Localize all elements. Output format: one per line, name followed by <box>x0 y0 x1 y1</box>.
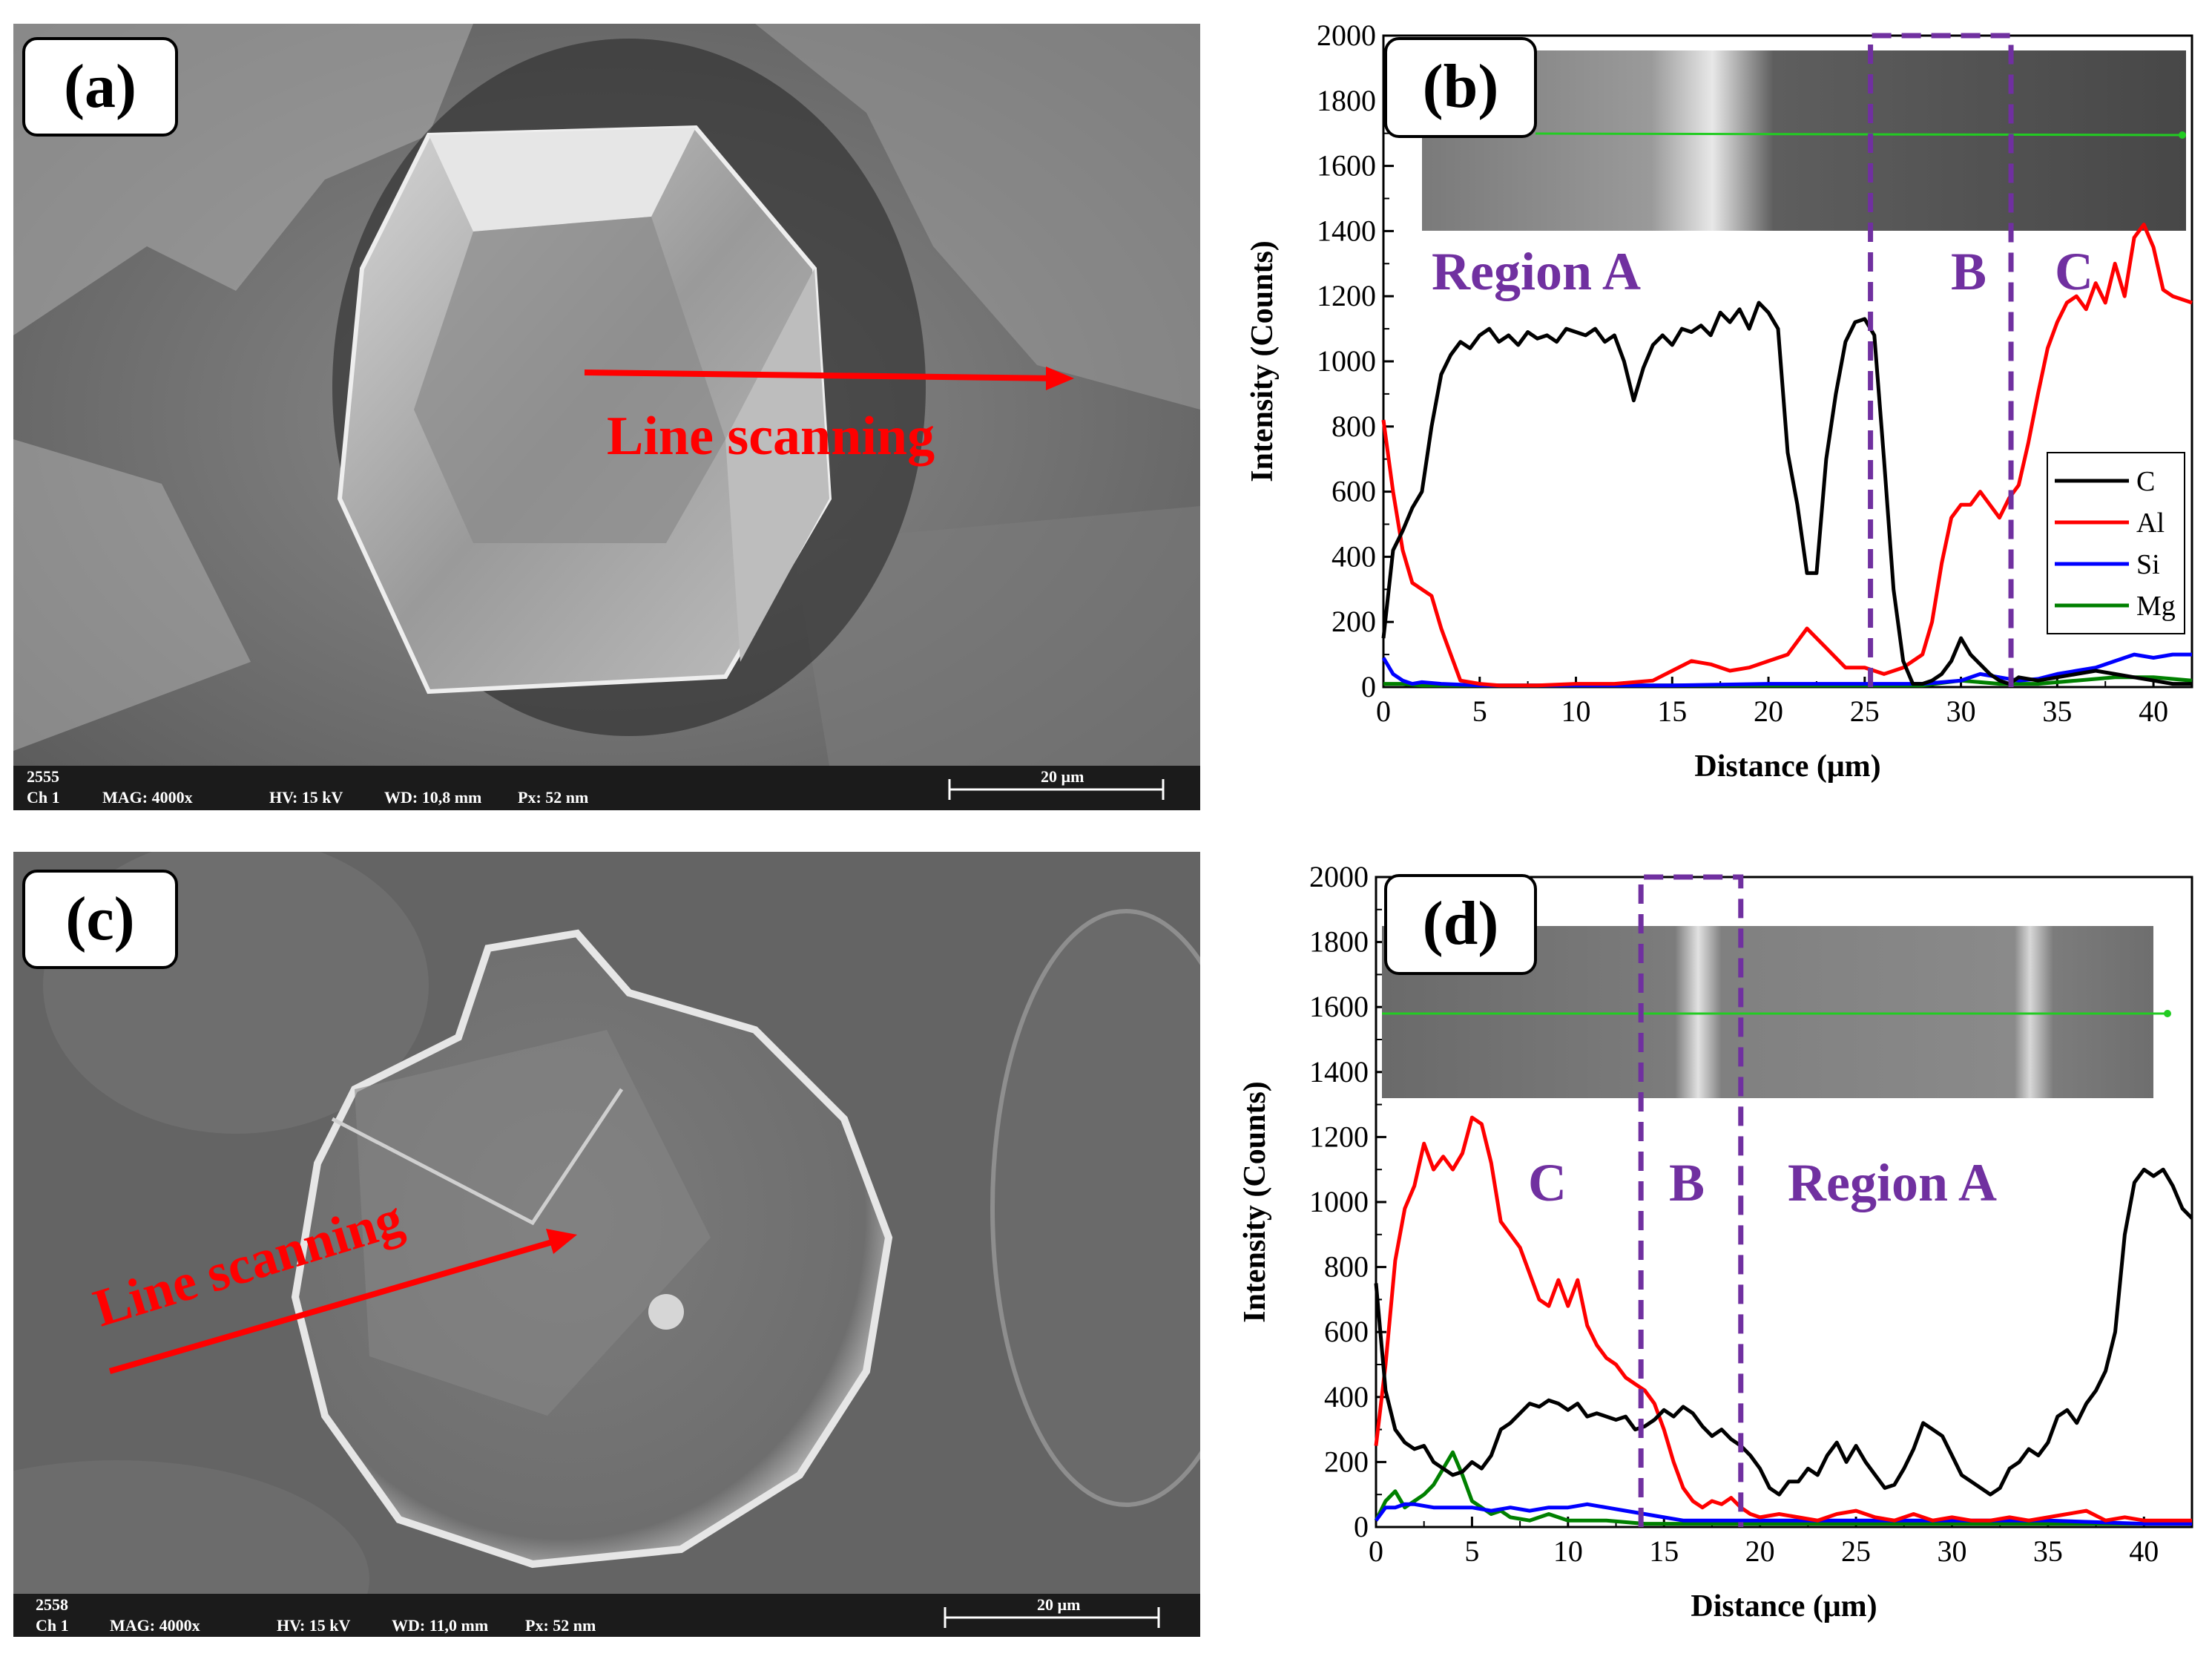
y-tick-label: 200 <box>1332 605 1376 638</box>
scale-bar <box>944 1607 1160 1628</box>
y-tick-label: 1200 <box>1309 1120 1369 1153</box>
series-line-si <box>1381 652 2192 688</box>
region-b-label: B <box>1951 242 1986 301</box>
y-tick-label: 1600 <box>1309 990 1369 1023</box>
y-tick-label: 200 <box>1324 1445 1369 1478</box>
series-line-c <box>1374 1167 2193 1497</box>
panel-label-c: (c) <box>65 884 134 953</box>
panel-b-linescan-chart: 0 5 10 15 20 25 30 35 40020040060080010001200140… <box>1245 19 2193 784</box>
series-line-mg <box>1374 1450 2192 1526</box>
region-labels: Region A B C <box>1432 242 2093 301</box>
x-tick-label: 30 <box>1937 1534 1966 1568</box>
y-tick-label: 1400 <box>1317 214 1376 247</box>
x-tick-label: 25 <box>1841 1534 1871 1568</box>
x-tick-label: 5 <box>1472 695 1487 728</box>
line-scanning-annotation: Line scanning <box>607 406 935 467</box>
panel-d-linescan-chart: 0 5 10 15 20 25 30 35 40020040060080010001200140… <box>1238 860 2193 1623</box>
region-c-label: C <box>1528 1153 1567 1212</box>
sem-channel: Ch 1 <box>27 788 60 807</box>
y-tick-label: 1800 <box>1309 925 1369 959</box>
x-tick-label: 15 <box>1657 695 1687 728</box>
region-a-label: Region A <box>1788 1153 1997 1212</box>
region-b-boundary <box>1868 33 2014 687</box>
panel-c-sem-image: Line scanning 2558 Ch 1 MAG: 4000x HV: 1… <box>13 852 1200 1637</box>
legend-box <box>2047 452 2185 634</box>
x-axis-title: Distance (μm) <box>1691 1589 1877 1623</box>
sem-working-distance: WD: 10,8 mm <box>384 788 481 807</box>
y-axis-title: Intensity (Counts) <box>1245 240 1280 482</box>
scale-bar <box>948 779 1165 800</box>
linescan-inset-image <box>1422 50 2186 231</box>
x-tick-label: 10 <box>1561 695 1591 728</box>
x-tick-label: 10 <box>1553 1534 1583 1568</box>
sem-working-distance: WD: 11,0 mm <box>392 1616 488 1635</box>
y-tick-label: 800 <box>1332 410 1376 443</box>
sem-magnification: MAG: 4000x <box>110 1616 200 1635</box>
sem-scale-label: 20 µm <box>1041 767 1084 786</box>
sem-voltage: HV: 15 kV <box>269 788 343 807</box>
y-tick-label: 800 <box>1324 1250 1369 1284</box>
sem-pixel-size: Px: 52 nm <box>525 1616 596 1635</box>
y-tick-label: 0 <box>1361 670 1376 703</box>
series-line-c <box>1381 301 2192 686</box>
y-axis-title: Intensity (Counts) <box>1238 1081 1272 1323</box>
sem-magnification: MAG: 4000x <box>102 788 193 807</box>
panel-label-d: (d) <box>1423 889 1499 958</box>
region-labels: C B Region A <box>1528 1153 1997 1212</box>
y-tick-label: 1000 <box>1317 344 1376 378</box>
panel-label-b: (b) <box>1423 52 1499 121</box>
y-tick-label: 1400 <box>1309 1055 1369 1089</box>
y-tick-label: 400 <box>1324 1380 1369 1413</box>
y-tick-label: 2000 <box>1309 860 1369 893</box>
panel-a-sem-image: Line scanning 2555 Ch 1 MAG: 4000x HV: 1… <box>13 24 1200 810</box>
sem-image-id: 2558 <box>36 1595 68 1614</box>
series-line-al <box>1374 1115 2192 1523</box>
legend: C Al Si Mg <box>2047 452 2185 634</box>
x-axis-title: Distance (μm) <box>1694 749 1880 784</box>
sem-voltage: HV: 15 kV <box>277 1616 351 1635</box>
x-tick-label: 5 <box>1464 1534 1479 1568</box>
series-line-al <box>1381 223 2193 688</box>
y-tick-label: 2000 <box>1317 19 1376 52</box>
x-tick-label: 25 <box>1850 695 1880 728</box>
x-tick-label: 20 <box>1745 1534 1775 1568</box>
sem-channel: Ch 1 <box>36 1616 69 1635</box>
y-tick-label: 1800 <box>1317 84 1376 117</box>
legend-label-si: Si <box>2136 549 2160 580</box>
y-tick-label: 600 <box>1324 1315 1369 1348</box>
x-tick-label: 15 <box>1649 1534 1679 1568</box>
x-tick-label: 0 <box>1369 1534 1383 1568</box>
sem-scale-label: 20 µm <box>1037 1595 1081 1614</box>
panel-label-a: (a) <box>64 52 136 121</box>
x-tick-label: 0 <box>1376 695 1391 728</box>
x-tick-label: 20 <box>1754 695 1783 728</box>
x-tick-label: 40 <box>2139 695 2168 728</box>
region-a-label: Region A <box>1432 242 1641 301</box>
x-tick-label: 40 <box>2129 1534 2159 1568</box>
x-tick-label: 30 <box>1946 695 1976 728</box>
x-tick-label: 35 <box>2033 1534 2063 1568</box>
sem-pixel-size: Px: 52 nm <box>518 788 588 807</box>
legend-label-al: Al <box>2136 508 2165 539</box>
y-tick-label: 1000 <box>1309 1185 1369 1218</box>
y-tick-label: 1600 <box>1317 149 1376 183</box>
legend-label-c: C <box>2136 466 2155 497</box>
legend-label-mg: Mg <box>2136 591 2176 622</box>
y-tick-label: 1200 <box>1317 279 1376 312</box>
region-b-boundary <box>1638 874 1744 1527</box>
region-c-label: C <box>2055 242 2093 301</box>
y-tick-label: 600 <box>1332 475 1376 508</box>
sem-image-id: 2555 <box>27 767 59 786</box>
x-tick-label: 35 <box>2042 695 2072 728</box>
y-tick-label: 400 <box>1332 539 1376 573</box>
y-tick-label: 0 <box>1354 1510 1369 1543</box>
region-b-label: B <box>1669 1153 1705 1212</box>
series-line-si <box>1374 1502 2192 1526</box>
